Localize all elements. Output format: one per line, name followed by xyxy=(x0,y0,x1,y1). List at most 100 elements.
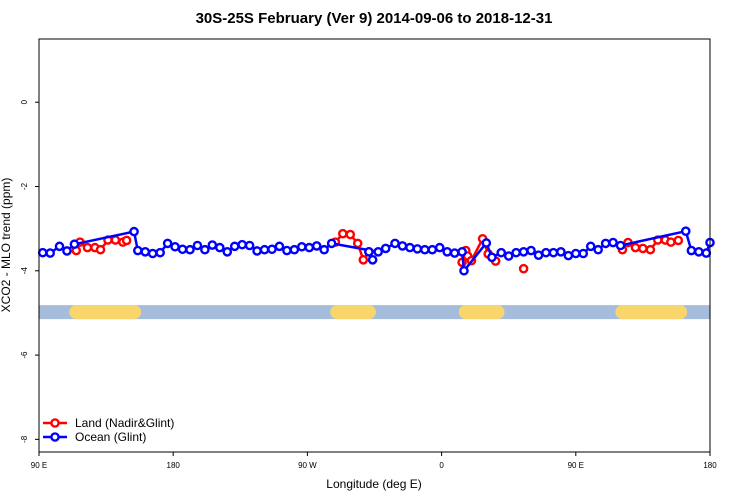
data-point xyxy=(526,245,536,256)
data-point xyxy=(69,239,80,250)
data-point xyxy=(259,244,270,255)
data-point xyxy=(289,244,300,255)
data-point xyxy=(541,247,551,258)
data-point xyxy=(459,265,469,276)
data-point xyxy=(177,244,188,255)
data-point xyxy=(600,238,611,249)
data-point xyxy=(680,226,691,236)
legend-label: Ocean (Glint) xyxy=(75,430,146,444)
data-point xyxy=(140,247,151,257)
legend-item: Ocean (Glint) xyxy=(43,430,146,444)
data-point xyxy=(686,245,697,256)
data-point xyxy=(147,248,158,259)
data-point xyxy=(62,246,72,256)
data-point xyxy=(311,241,322,251)
data-point xyxy=(45,248,55,258)
legend-item: Land (Nadir&Glint) xyxy=(43,416,174,430)
x-tick-label: 180 xyxy=(167,461,181,470)
data-point xyxy=(694,247,704,257)
data-point xyxy=(518,263,529,274)
y-tick-label: -6 xyxy=(20,351,29,359)
data-point xyxy=(487,252,497,263)
data-point xyxy=(338,228,348,239)
data-point xyxy=(200,244,210,255)
data-point xyxy=(162,238,173,249)
x-tick-label: 90 E xyxy=(568,461,584,470)
data-point xyxy=(185,244,195,255)
data-point xyxy=(563,250,574,261)
data-point xyxy=(593,244,603,255)
data-point xyxy=(645,244,656,255)
legend-swatch-marker xyxy=(50,418,60,428)
data-point xyxy=(345,229,356,240)
data-point xyxy=(503,251,514,261)
data-point xyxy=(155,247,165,258)
legend: Land (Nadir&Glint)Ocean (Glint) xyxy=(43,416,174,444)
y-axis-label: XCO2 - MLO trend (ppm) xyxy=(0,178,13,313)
data-point xyxy=(192,240,203,251)
x-tick-label: 90 E xyxy=(31,461,47,470)
data-point xyxy=(326,238,337,249)
data-point xyxy=(449,248,460,258)
data-point xyxy=(121,235,132,246)
data-point xyxy=(434,242,445,253)
legend-swatch-marker xyxy=(50,432,60,442)
data-point xyxy=(282,245,292,256)
data-point xyxy=(556,247,566,257)
legend-label: Land (Nadir&Glint) xyxy=(75,416,174,430)
data-point xyxy=(364,247,374,257)
data-point xyxy=(673,235,684,246)
data-point xyxy=(132,245,143,256)
data-point xyxy=(390,238,400,249)
data-point xyxy=(267,244,277,255)
data-point xyxy=(496,247,507,258)
data-point xyxy=(237,239,247,250)
y-tick-label: 0 xyxy=(20,99,29,104)
data-point xyxy=(170,241,180,252)
data-point xyxy=(442,247,452,257)
data-point xyxy=(615,240,626,251)
data-point xyxy=(319,244,329,255)
x-axis-label: Longitude (deg E) xyxy=(326,477,421,491)
data-point xyxy=(420,244,430,255)
data-point xyxy=(95,244,106,255)
series-layer xyxy=(37,226,715,276)
data-point xyxy=(37,247,48,258)
data-point xyxy=(207,240,218,250)
data-point xyxy=(304,242,315,253)
data-point xyxy=(222,247,233,257)
data-point xyxy=(110,235,121,245)
data-point xyxy=(380,243,391,254)
data-point xyxy=(578,248,589,259)
x-tick-label: 90 W xyxy=(298,461,317,470)
chart-title: 30S-25S February (Ver 9) 2014-09-06 to 2… xyxy=(196,10,553,27)
data-point xyxy=(608,237,618,248)
data-point xyxy=(701,248,712,258)
data-point xyxy=(54,241,65,252)
data-point xyxy=(666,237,676,247)
data-point xyxy=(405,242,415,253)
plot-frame xyxy=(38,38,711,453)
data-point xyxy=(630,242,641,253)
data-point xyxy=(367,255,378,265)
data-point xyxy=(481,238,492,248)
data-point xyxy=(511,247,521,258)
data-point xyxy=(585,241,596,252)
data-point xyxy=(397,241,408,251)
data-point xyxy=(129,226,139,237)
data-point xyxy=(427,244,438,255)
data-point xyxy=(82,242,93,253)
axes: 90 E 180 90 W 0 90 E 180 0 -2 -4 -6 -8 xyxy=(20,38,717,470)
data-point xyxy=(638,243,648,254)
data-point xyxy=(352,238,363,249)
y-tick-label: -8 xyxy=(20,435,29,443)
data-point xyxy=(214,242,225,253)
data-point xyxy=(518,247,529,257)
data-point xyxy=(252,246,262,256)
data-point xyxy=(533,250,544,260)
y-tick-label: -2 xyxy=(20,182,29,190)
x-tick-label: 180 xyxy=(703,461,717,470)
data-point xyxy=(297,241,307,252)
data-point xyxy=(412,244,423,254)
